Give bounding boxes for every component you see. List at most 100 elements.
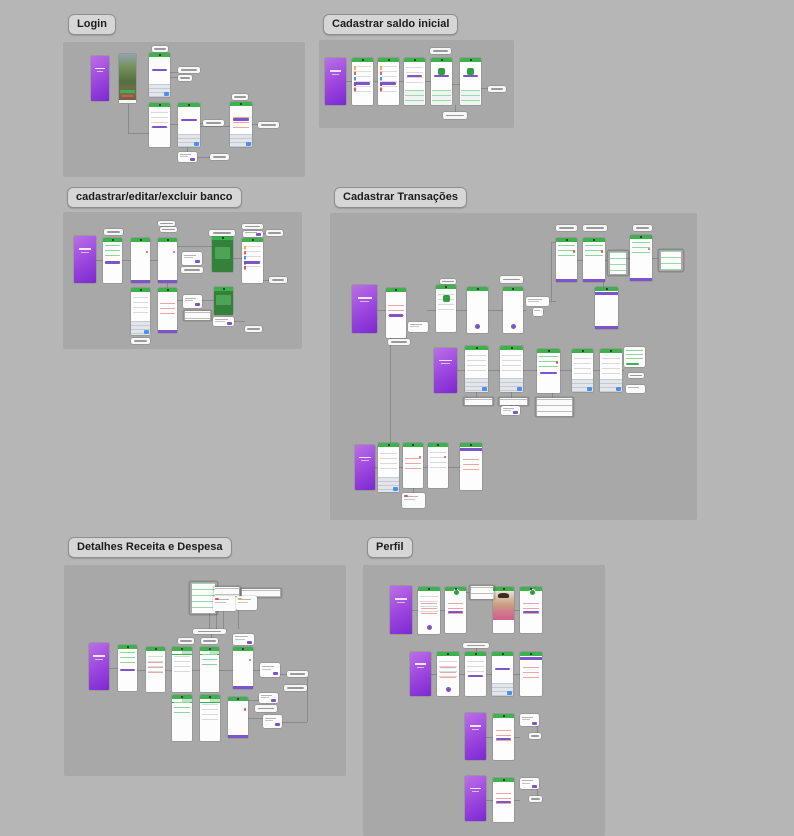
flow-label[interactable]: [628, 373, 644, 378]
annotation-note[interactable]: [498, 397, 529, 406]
mini-screen[interactable]: [149, 53, 170, 97]
splash-screen[interactable]: [91, 56, 109, 101]
flow-label[interactable]: [104, 229, 123, 235]
flow-label[interactable]: [430, 48, 451, 54]
flow-label[interactable]: [131, 338, 150, 344]
flow-label[interactable]: [232, 94, 248, 100]
flow-label[interactable]: [242, 224, 263, 229]
flow-label[interactable]: [440, 279, 456, 284]
mini-screen[interactable]: [428, 443, 448, 488]
dialog-popup[interactable]: [408, 322, 428, 332]
onboarding-photo-screen[interactable]: [119, 54, 136, 103]
flow-label[interactable]: [266, 230, 283, 236]
flow-label[interactable]: [160, 227, 177, 232]
dialog-popup[interactable]: [213, 317, 234, 326]
splash-screen[interactable]: [325, 58, 346, 105]
mini-screen[interactable]: [431, 58, 452, 105]
flow-label[interactable]: [443, 112, 467, 119]
mini-screen[interactable]: [230, 102, 252, 147]
dialog-popup[interactable]: [183, 295, 202, 308]
dialog-popup[interactable]: [259, 693, 278, 703]
section-title-banco[interactable]: cadastrar/editar/excluir banco: [67, 187, 242, 208]
section-title-perfil[interactable]: Perfil: [367, 537, 413, 558]
mini-screen[interactable]: [149, 103, 170, 147]
mini-screen[interactable]: [352, 58, 373, 105]
flow-label[interactable]: [500, 276, 523, 283]
dialog-popup[interactable]: [263, 715, 282, 728]
flow-label[interactable]: [178, 638, 194, 644]
flow-label[interactable]: [556, 225, 577, 231]
flow-label[interactable]: [181, 267, 203, 273]
numpad-popup[interactable]: [189, 581, 218, 615]
annotation-note[interactable]: [469, 585, 495, 600]
flow-label[interactable]: [178, 75, 192, 81]
splash-screen[interactable]: [89, 643, 109, 690]
flow-label[interactable]: [158, 221, 175, 226]
annotation-note[interactable]: [213, 586, 241, 597]
dialog-popup[interactable]: [520, 714, 539, 726]
flow-label[interactable]: [258, 122, 279, 128]
dialog-popup[interactable]: [182, 252, 202, 265]
mini-screen[interactable]: [404, 58, 425, 105]
splash-screen[interactable]: [390, 586, 412, 634]
dialog-popup[interactable]: [233, 634, 254, 645]
mini-screen[interactable]: [233, 647, 253, 689]
flow-label[interactable]: [287, 671, 308, 677]
mini-screen[interactable]: [460, 443, 482, 490]
mini-screen[interactable]: [520, 652, 542, 696]
mini-screen[interactable]: [118, 645, 137, 691]
dialog-popup[interactable]: [526, 297, 549, 306]
annotation-note[interactable]: [240, 588, 282, 598]
mini-screen[interactable]: [131, 288, 150, 335]
mini-screen[interactable]: [386, 288, 406, 338]
dialog-popup[interactable]: [236, 596, 257, 610]
dialog-popup[interactable]: [624, 347, 645, 367]
section-title-detalhes[interactable]: Detalhes Receita e Despesa: [68, 537, 232, 558]
splash-screen[interactable]: [410, 652, 431, 696]
mini-screen[interactable]: [158, 288, 177, 333]
splash-screen[interactable]: [74, 236, 96, 283]
splash-screen[interactable]: [352, 285, 377, 333]
dialog-popup[interactable]: [178, 152, 197, 162]
flow-label[interactable]: [269, 277, 287, 283]
mini-screen[interactable]: [146, 647, 165, 692]
splash-screen[interactable]: [355, 445, 375, 490]
flow-label[interactable]: [255, 705, 277, 712]
mini-screen[interactable]: [493, 778, 514, 822]
mini-screen[interactable]: [172, 647, 192, 692]
mini-screen[interactable]: [158, 238, 177, 283]
mini-screen[interactable]: [595, 287, 618, 329]
mini-screen-dialog-overlay[interactable]: [214, 287, 233, 315]
annotation-note[interactable]: [463, 397, 494, 406]
annotation-note[interactable]: [535, 397, 574, 417]
mini-screen[interactable]: [378, 58, 399, 105]
splash-screen[interactable]: [465, 713, 486, 760]
dialog-popup[interactable]: [626, 385, 645, 393]
dialog-popup[interactable]: [260, 663, 280, 677]
mini-screen[interactable]: [492, 652, 513, 696]
dialog-popup[interactable]: [213, 596, 236, 611]
mini-screen-dialog-overlay[interactable]: [212, 236, 233, 272]
mini-screen[interactable]: [200, 695, 220, 741]
mini-screen[interactable]: [520, 587, 542, 633]
mini-screen[interactable]: [200, 647, 219, 692]
section-title-transacoes[interactable]: Cadastrar Transações: [334, 187, 467, 208]
flow-label[interactable]: [209, 230, 235, 236]
mini-screen[interactable]: [242, 238, 263, 283]
flow-label[interactable]: [178, 67, 200, 73]
flow-label[interactable]: [583, 225, 607, 231]
section-title-saldo-inicial[interactable]: Cadastrar saldo inicial: [323, 14, 459, 35]
flow-label[interactable]: [152, 46, 168, 52]
mini-screen[interactable]: [103, 238, 122, 283]
numpad-popup[interactable]: [607, 250, 629, 276]
flow-label[interactable]: [201, 638, 218, 644]
mini-screen[interactable]: [630, 235, 652, 281]
flow-label[interactable]: [633, 225, 652, 231]
mini-screen[interactable]: [131, 238, 150, 283]
flow-label[interactable]: [488, 86, 506, 92]
flow-label[interactable]: [284, 685, 307, 691]
splash-screen[interactable]: [465, 776, 486, 821]
flow-label[interactable]: [529, 796, 542, 802]
mini-screen[interactable]: [460, 58, 481, 105]
section-title-login[interactable]: Login: [68, 14, 116, 35]
